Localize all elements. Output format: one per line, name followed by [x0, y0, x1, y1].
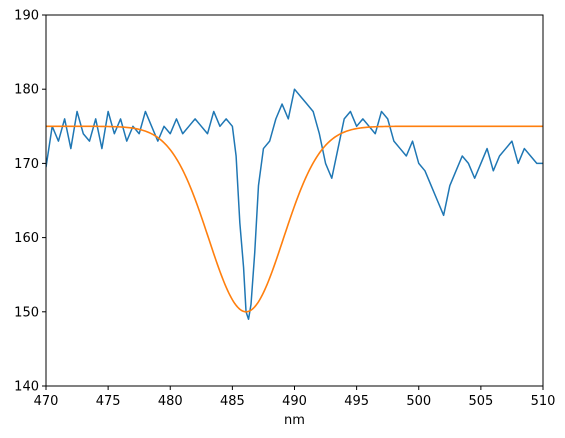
- series-layer: [46, 88, 543, 320]
- y-tick-label: 170: [14, 157, 39, 172]
- y-axis-ticks: 140 150 160 170 180 190: [14, 9, 46, 395]
- x-tick-label: 470: [34, 394, 59, 409]
- x-tick-label: 475: [96, 394, 121, 409]
- plot-area-background: [46, 15, 543, 386]
- series-line-fit: [46, 125, 543, 313]
- x-tick-label: 480: [158, 394, 183, 409]
- x-axis-label: nm: [284, 413, 305, 428]
- x-tick-label: 490: [282, 394, 307, 409]
- series-line-measured: [46, 88, 543, 320]
- y-tick-label: 140: [14, 380, 39, 395]
- x-tick-label: 485: [220, 394, 245, 409]
- x-axis-ticks: 470 475 480 485 490 495 500 505 510: [34, 386, 556, 409]
- x-tick-label: 500: [406, 394, 431, 409]
- x-tick-label: 505: [468, 394, 493, 409]
- x-tick-label: 495: [344, 394, 369, 409]
- x-tick-label: 510: [531, 394, 556, 409]
- y-tick-label: 180: [14, 83, 39, 98]
- y-tick-label: 190: [14, 9, 39, 24]
- y-tick-label: 150: [14, 305, 39, 320]
- y-tick-label: 160: [14, 231, 39, 246]
